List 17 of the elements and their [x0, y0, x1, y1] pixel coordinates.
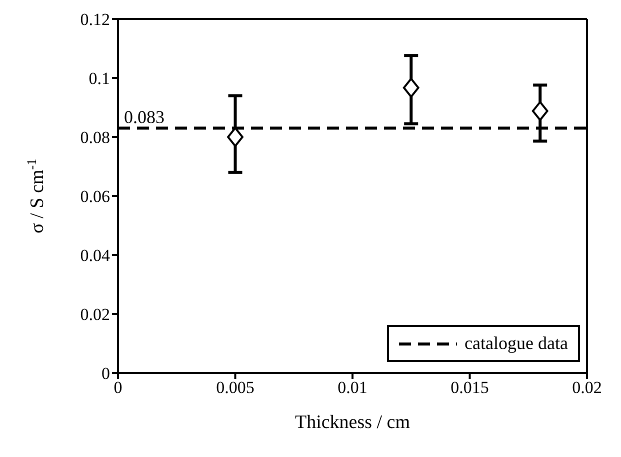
y-tick-label: 0.12 [80, 10, 110, 30]
x-axis-title: Thickness / cm [294, 412, 410, 433]
y-tick-label: 0.06 [80, 187, 110, 206]
y-tick-label: 0.04 [80, 246, 110, 266]
x-tick-label: 0 [114, 378, 122, 398]
y-tick-label: 0.02 [80, 305, 110, 324]
legend-label: catalogue data [464, 333, 568, 354]
x-tick-label: 0.01 [338, 378, 368, 398]
y-tick-label: 0 [102, 364, 110, 384]
point [402, 78, 420, 98]
x-tick-label: 0.015 [450, 378, 489, 398]
point [532, 101, 548, 122]
x-tick-label: 0.005 [216, 378, 254, 398]
y-tick-label: 0.1 [88, 69, 110, 88]
annotation: 0.083 [124, 107, 164, 128]
x-tick-label: 0.02 [572, 378, 602, 398]
y-tick-label: 0.08 [80, 128, 110, 148]
